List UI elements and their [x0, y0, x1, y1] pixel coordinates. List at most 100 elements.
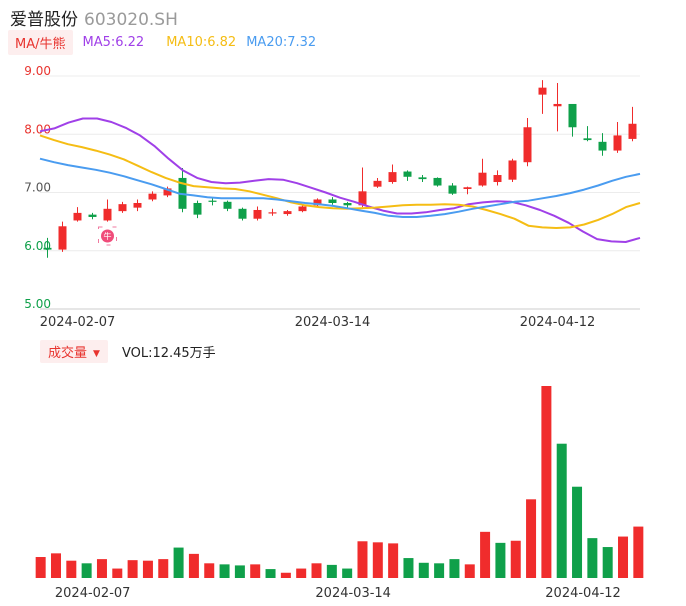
candle-body	[583, 138, 592, 141]
x-tick-label: 2024-02-07	[40, 315, 116, 330]
ma5-legend: MA5:6.22	[82, 34, 145, 50]
ma20-legend: MA20:7.32	[246, 34, 317, 50]
candle-body	[103, 208, 112, 221]
volume-tag-label: 成交量	[48, 345, 88, 361]
candle-body	[208, 200, 217, 202]
candle-body	[418, 177, 427, 180]
volume-bar	[311, 563, 322, 578]
volume-bar	[326, 564, 337, 578]
candle-body	[238, 208, 247, 219]
stock-header: 爱普股份 603020.SH	[10, 5, 178, 30]
volume-bar	[572, 486, 583, 578]
volume-bar	[602, 547, 613, 578]
bull-marker-label: 牛	[104, 231, 112, 241]
candle-body	[373, 180, 382, 187]
stock-name: 爱普股份	[10, 10, 78, 30]
candle-body	[193, 202, 202, 215]
volume-bar	[618, 536, 629, 578]
candle-body	[598, 141, 607, 151]
volume-bar	[66, 560, 77, 578]
candle-body	[223, 201, 232, 209]
candle-body	[463, 187, 472, 190]
candle-body	[73, 212, 82, 221]
volume-bar	[204, 563, 215, 578]
candle-body	[613, 135, 622, 151]
y-tick-label: 7.00	[24, 181, 51, 195]
candle-body	[433, 177, 442, 186]
volume-bar	[372, 542, 383, 578]
volume-bar	[96, 559, 107, 578]
caret-down-icon: ▼	[93, 348, 100, 359]
ma-indicator-tab[interactable]: MA/牛熊	[8, 29, 73, 55]
candle-body	[283, 211, 292, 215]
candle-body	[253, 209, 262, 219]
candle-body	[553, 103, 562, 107]
volume-bar	[173, 547, 184, 578]
bull-marker-frame	[98, 226, 117, 246]
volume-indicator-dropdown[interactable]: 成交量 ▼	[40, 339, 108, 363]
candle-body	[388, 172, 397, 183]
y-tick-label: 5.00	[24, 297, 51, 311]
volume-bar	[556, 443, 567, 578]
volume-bar	[633, 526, 644, 578]
volume-bar	[526, 499, 537, 578]
candle-body	[523, 127, 532, 163]
candle-body	[148, 193, 157, 200]
volume-bar	[50, 553, 61, 578]
candle-body	[568, 103, 577, 128]
candle-body	[448, 185, 457, 194]
volume-value: VOL:12.45万手	[121, 345, 216, 361]
candle-body	[508, 160, 517, 180]
candle-body	[493, 175, 502, 183]
volume-bar	[510, 540, 521, 578]
candle-body	[478, 172, 487, 186]
candle-body	[403, 171, 412, 177]
y-tick-label: 9.00	[24, 64, 51, 78]
volume-bar	[188, 553, 199, 578]
stock-code: 603020.SH	[84, 10, 178, 30]
x-tick-label: 2024-04-12	[520, 315, 596, 330]
volume-bar	[142, 560, 153, 578]
candle-body	[163, 188, 172, 196]
volume-bar	[280, 572, 291, 578]
volume-bar	[219, 564, 230, 578]
volume-bar	[81, 563, 92, 578]
volume-bar	[464, 564, 475, 578]
volume-x-tick-label: 2024-02-07	[55, 586, 131, 601]
candle-body	[133, 202, 142, 208]
bull-marker-icon	[101, 229, 114, 243]
volume-bar	[250, 564, 261, 578]
volume-bar	[480, 531, 491, 578]
y-tick-label: 8.00	[24, 122, 51, 136]
candle-body	[343, 202, 352, 206]
ma-legend: MA/牛熊 MA5:6.22 MA10:6.82 MA20:7.32	[8, 29, 317, 55]
candle-body	[58, 226, 67, 250]
ma20-line	[39, 157, 641, 218]
candle-body	[268, 212, 277, 214]
candle-body	[628, 123, 637, 139]
volume-bar	[296, 568, 307, 578]
candle-body	[43, 247, 52, 250]
ma10-line	[39, 134, 641, 229]
volume-bar	[541, 386, 552, 578]
volume-bar	[112, 568, 123, 578]
candle-body	[313, 199, 322, 206]
volume-x-tick-label: 2024-03-14	[315, 586, 391, 601]
candle-body	[358, 191, 367, 206]
candle-body	[118, 204, 127, 212]
candle-body	[538, 87, 547, 95]
volume-bar	[342, 568, 353, 578]
volume-bar	[35, 557, 46, 578]
volume-legend: 成交量 ▼ VOL:12.45万手	[40, 339, 216, 363]
volume-bar	[127, 560, 138, 578]
volume-bar	[265, 569, 276, 578]
volume-bar	[418, 562, 429, 578]
candle-body	[328, 199, 337, 203]
volume-bar	[388, 543, 399, 578]
x-tick-label: 2024-03-14	[295, 315, 371, 330]
ma5-line	[39, 117, 641, 243]
volume-bar	[403, 558, 414, 578]
volume-bar	[357, 541, 368, 578]
